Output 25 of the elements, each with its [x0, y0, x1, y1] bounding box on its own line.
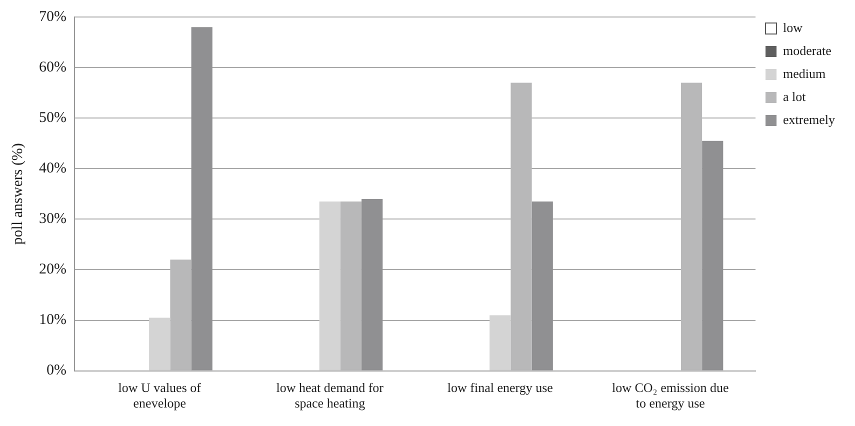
y-tick-label: 40% — [38, 160, 66, 177]
bar — [170, 260, 192, 370]
y-tick-label: 30% — [38, 211, 66, 228]
x-tick-label: low heat demand for space heating — [276, 380, 384, 411]
y-tick-label: 60% — [38, 59, 66, 76]
x-tick-label: low final energy use — [447, 380, 554, 396]
bar — [149, 318, 170, 370]
bar — [680, 82, 702, 370]
legend-label: extremely — [783, 112, 836, 127]
y-tick-label: 50% — [38, 110, 66, 126]
y-tick-label: 70% — [38, 8, 66, 25]
legend-label: medium — [783, 66, 826, 81]
y-axis-title: poll answers (%) — [10, 143, 26, 245]
y-tick-label: 20% — [38, 262, 66, 278]
x-tick-label: low CO₂ emission due to energy use — [612, 380, 730, 411]
bar — [319, 201, 340, 370]
legend-label: low — [783, 20, 804, 35]
bar — [510, 82, 532, 370]
y-tick-label: 10% — [38, 312, 66, 328]
legend-label: a lot — [783, 88, 806, 104]
legend-label: moderate — [783, 42, 832, 58]
x-tick-label: low U values of enevelope — [118, 380, 202, 411]
bar — [340, 201, 362, 370]
y-tick-label: 0% — [46, 362, 66, 379]
bar — [490, 315, 511, 370]
